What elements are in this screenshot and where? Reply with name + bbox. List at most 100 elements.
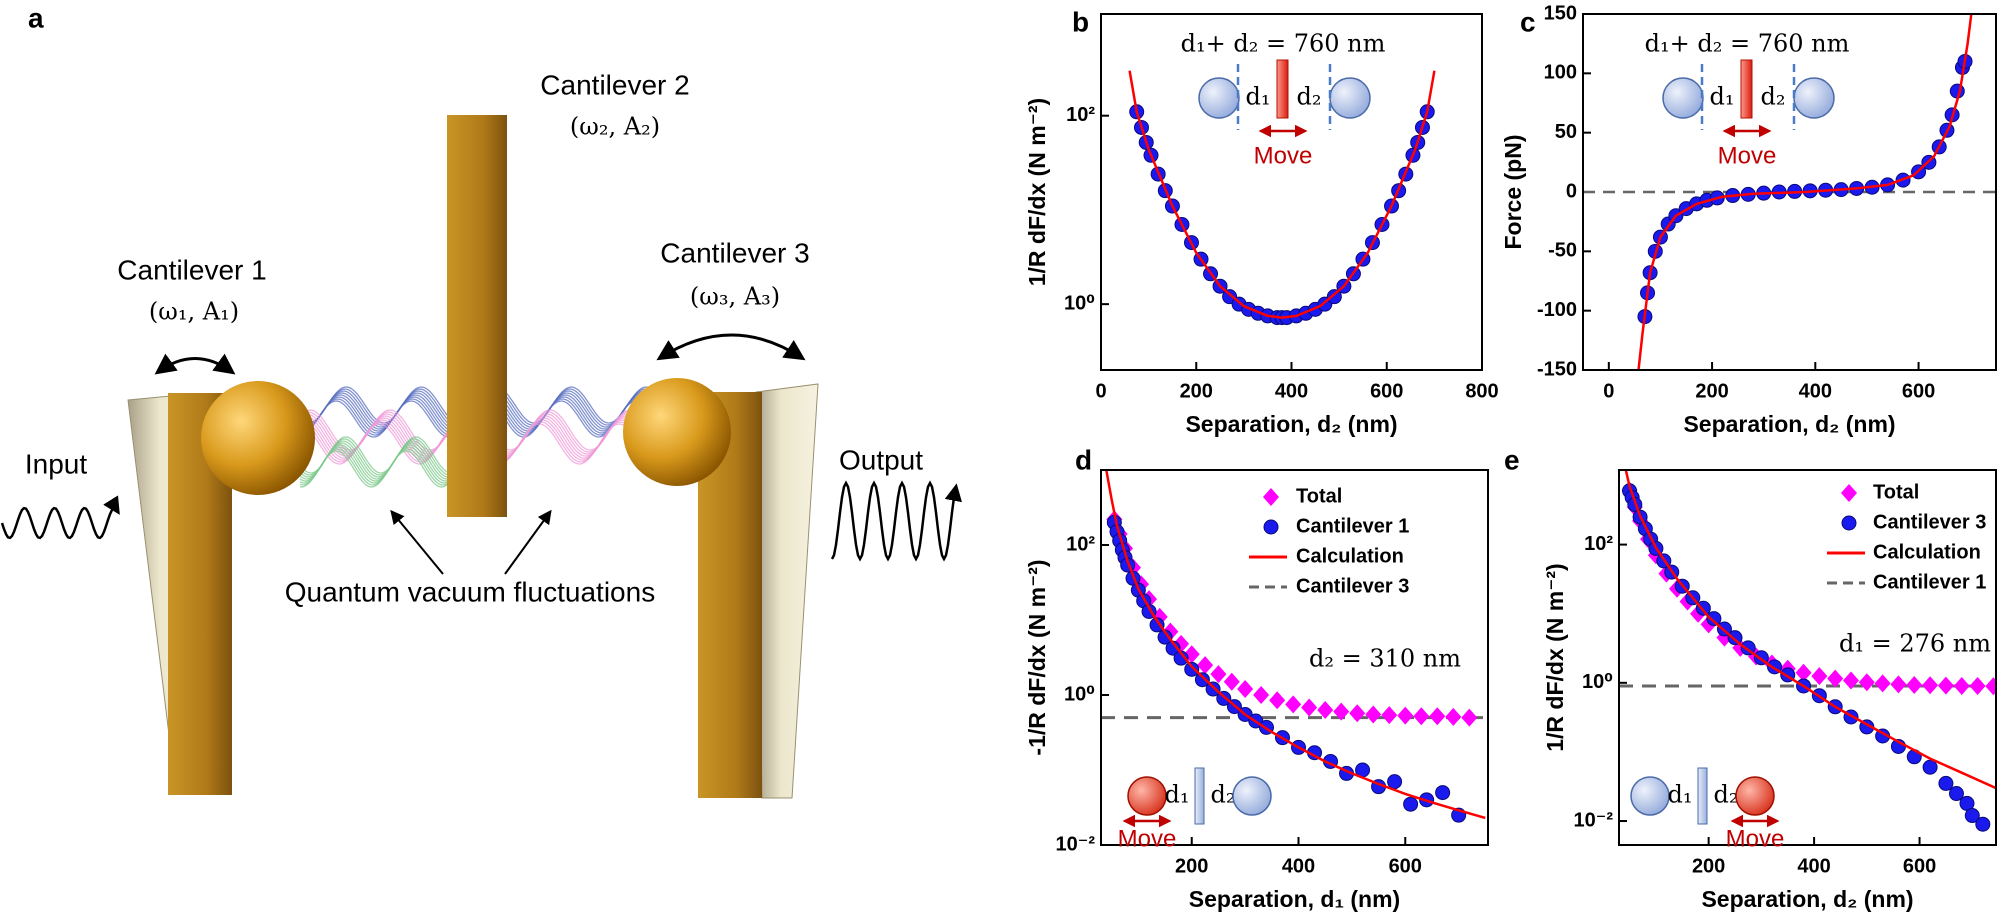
fluctuation-label: Quantum vacuum fluctuations [285, 576, 655, 607]
x-tick-label: 600 [1903, 855, 1936, 877]
sphere [201, 381, 315, 495]
diamond-point [1429, 707, 1446, 726]
inset-sphere [1630, 776, 1670, 816]
inset-label: d₁ [1710, 83, 1735, 111]
panel-label: c [1520, 6, 1536, 37]
fit-line [1128, 70, 1436, 319]
inset-sphere [1198, 77, 1240, 119]
inset-label: d₂ [1297, 83, 1322, 111]
x-tick-label: 600 [1902, 380, 1935, 402]
inset-label: d₂ [1761, 83, 1786, 111]
diamond-point [1237, 680, 1254, 699]
y-tick-label: 10² [1066, 104, 1095, 126]
inset-equation: d₂ = 310 nm [1309, 645, 1461, 673]
data-point [1205, 681, 1221, 697]
diamond-point [1210, 665, 1227, 684]
diamond-point [1890, 675, 1907, 694]
diamond-point [1197, 656, 1214, 675]
x-tick-label: 400 [1282, 855, 1315, 877]
x-tick-label: 200 [1692, 855, 1725, 877]
legend-label: Cantilever 3 [1296, 575, 1409, 597]
diamond-point [1381, 706, 1398, 725]
cantilever-label: Cantilever 2 [540, 69, 689, 100]
inset-label: d₁ [1246, 83, 1271, 111]
cantilever-params: (ω₁, A₁) [149, 298, 239, 326]
diamond-point [1413, 707, 1430, 726]
fit-line [1624, 470, 1996, 790]
inset-sphere [1735, 776, 1775, 816]
data-point [1403, 796, 1419, 812]
legend-label: Calculation [1873, 541, 1981, 563]
inset-label: d₁ [1165, 781, 1190, 809]
y-tick-label: 150 [1544, 2, 1577, 24]
x-tick-label: 0 [1095, 380, 1106, 402]
y-tick-label: -100 [1537, 299, 1577, 321]
diamond-point [1365, 705, 1382, 724]
inset-label: d₁ [1668, 781, 1693, 809]
legend-label: Cantilever 3 [1873, 511, 1986, 533]
legend-label: Calculation [1296, 545, 1404, 567]
data-point [1194, 672, 1210, 688]
diamond-point [1969, 676, 1986, 695]
data-point [1948, 786, 1964, 802]
diamond-point [1461, 708, 1478, 727]
diamond-point [1253, 686, 1270, 704]
motion-arrow [656, 333, 806, 361]
y-tick-label: 10⁻² [1056, 833, 1096, 855]
diamond-point [1269, 691, 1286, 710]
diamond-point [1858, 673, 1875, 692]
y-tick-label: 10⁻² [1574, 809, 1614, 831]
data-point [1964, 808, 1980, 824]
chart: b 10⁰ 10² 0 200 400 600 800 Separation, d₂ (nm) 1… [1024, 6, 1499, 437]
diamond-point [1317, 701, 1334, 720]
x-tick-label: 200 [1695, 380, 1728, 402]
inset-label: d₂ [1714, 781, 1739, 809]
inset-equation: d₁+ d₂ = 760 nm [1181, 30, 1386, 58]
cantilever-params: (ω₃, A₃) [690, 283, 780, 311]
plot-area [1128, 70, 1436, 326]
diamond-point [1795, 663, 1812, 682]
inset-sphere [1793, 77, 1835, 119]
sphere [623, 378, 731, 486]
data-point [1326, 289, 1342, 305]
legend-marker [1841, 515, 1857, 531]
diamond-point [1223, 672, 1240, 691]
y-axis-label: 1/R dF/dx (N m⁻²) [1024, 98, 1050, 286]
wave-strand [299, 436, 471, 474]
x-axis-label: Separation, d₂ (nm) [1683, 411, 1895, 437]
y-axis-label: -1/R dF/dx (N m⁻²) [1024, 559, 1050, 755]
panel-label: b [1072, 6, 1089, 37]
diamond-point [1953, 676, 1970, 695]
y-tick-label: 100 [1544, 62, 1577, 84]
inset-sphere [1329, 77, 1371, 119]
y-axis-label: Force (pN) [1500, 135, 1526, 250]
inset-plate [1697, 767, 1708, 825]
legend-label: Total [1296, 485, 1342, 507]
inset-move: Move [1254, 142, 1313, 169]
y-tick-label: 10⁰ [1582, 671, 1613, 693]
diamond-point [1285, 695, 1302, 714]
cantilever [447, 115, 507, 517]
y-tick-label: 10² [1066, 533, 1095, 555]
diamond-point [1827, 669, 1844, 688]
fit-line [1105, 470, 1486, 820]
y-axis-label: 1/R dF/dx (N m⁻²) [1542, 563, 1568, 751]
data-point [1435, 785, 1451, 801]
inset-sphere [1232, 776, 1272, 816]
diamond-point [1349, 704, 1366, 723]
diamond-point [1985, 677, 1996, 696]
inset-sphere [1127, 776, 1167, 816]
y-tick-label: 10⁰ [1064, 683, 1095, 705]
x-axis-label: Separation, d₂ (nm) [1701, 886, 1913, 912]
cantilever-params: (ω₂, A₂) [570, 113, 660, 141]
x-tick-label: 600 [1370, 380, 1403, 402]
diamond-point [1922, 676, 1939, 695]
output-label: Output [839, 444, 923, 475]
inset-plate [1194, 767, 1205, 825]
diamond-point [1397, 706, 1414, 725]
y-tick-label: -50 [1548, 240, 1577, 262]
diamond-point [1811, 667, 1828, 686]
data-point [1727, 630, 1743, 646]
inset-plate [1276, 59, 1289, 119]
